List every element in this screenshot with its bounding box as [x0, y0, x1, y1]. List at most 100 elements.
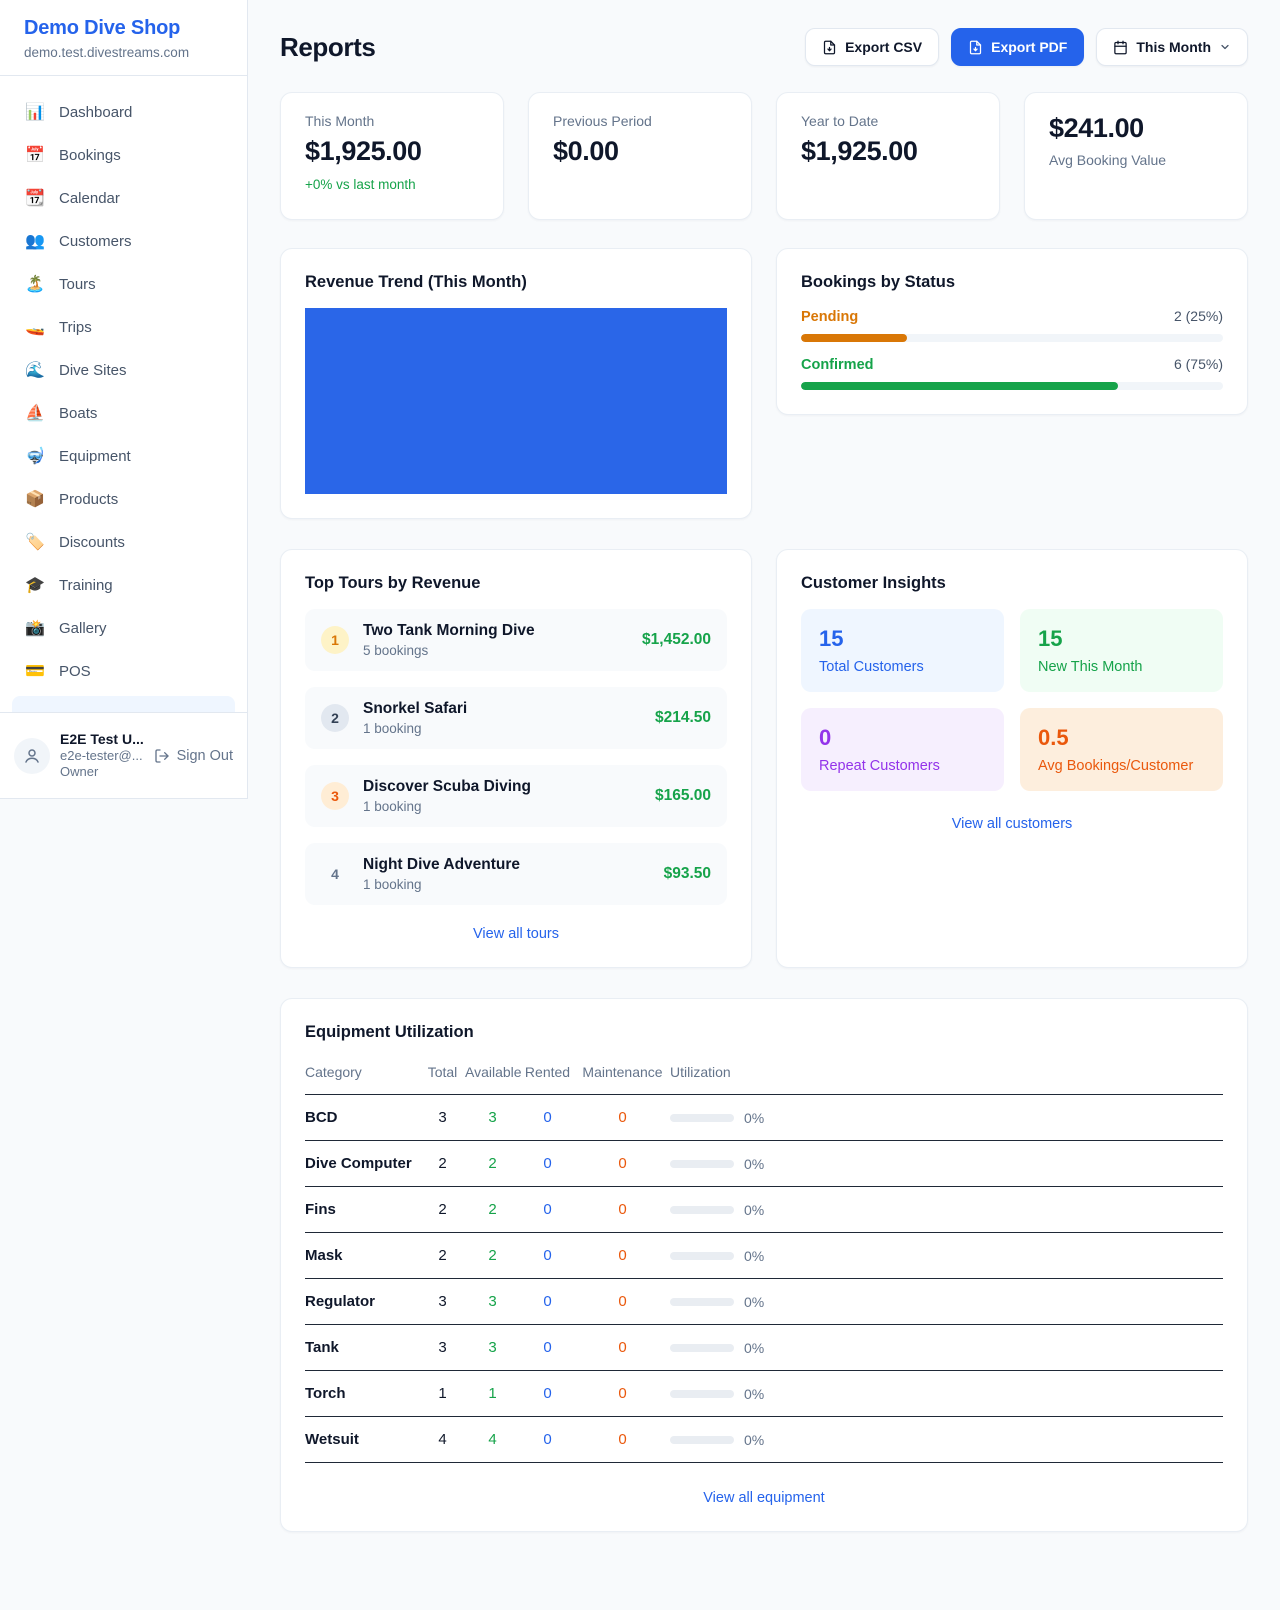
sidebar-item-tours[interactable]: 🏝️ Tours	[12, 266, 235, 302]
cell-total: 2	[438, 1155, 447, 1172]
training-icon: 🎓	[25, 577, 45, 594]
sidebar-item-dashboard[interactable]: 📊 Dashboard	[12, 94, 235, 130]
status-bar-fill-pending	[801, 334, 907, 342]
pos-icon: 💳	[25, 663, 45, 680]
tour-list-item[interactable]: 4 Night Dive Adventure 1 booking $93.50	[305, 843, 727, 905]
cell-utilization: 0%	[670, 1432, 1223, 1448]
cell-maintenance: 0	[618, 1247, 627, 1264]
utilization-percent: 0%	[744, 1155, 765, 1172]
user-email: e2e-tester@...	[60, 748, 143, 763]
utilization-bar-track	[670, 1251, 734, 1260]
tour-bookings: 1 booking	[363, 799, 422, 814]
cell-rented: 0	[543, 1201, 552, 1218]
sidebar-item-trips[interactable]: 🚤 Trips	[12, 309, 235, 345]
shop-name[interactable]: Demo Dive Shop	[24, 17, 181, 39]
page-title: Reports	[280, 31, 376, 62]
bookings-by-status-card: Bookings by Status Pending 2 (25%) Confi…	[776, 248, 1248, 415]
tour-name: Snorkel Safari	[363, 700, 468, 717]
tile-label: New This Month	[1038, 659, 1143, 675]
stat-card-avg-booking-value: $241.00 Avg Booking Value	[1024, 92, 1248, 220]
cell-utilization: 0%	[670, 1294, 1223, 1310]
status-bar-track	[801, 334, 1223, 342]
tile-avg-bookings: 0.5 Avg Bookings/Customer	[1020, 708, 1223, 791]
export-csv-button[interactable]: Export CSV	[805, 28, 940, 66]
discounts-icon: 🏷️	[25, 534, 45, 551]
main-content: Reports Export CSV Export PDF This Month…	[248, 0, 1280, 1572]
equipment-table-header: Category Total Available Rented Maintena…	[305, 1052, 1223, 1095]
sidebar-item-equipment[interactable]: 🤿 Equipment	[12, 438, 235, 474]
page-header: Reports Export CSV Export PDF This Month	[280, 28, 1248, 66]
col-utilization: Utilization	[670, 1064, 731, 1080]
cell-rented: 0	[543, 1247, 552, 1264]
stat-card-this-month: This Month $1,925.00 +0% vs last month	[280, 92, 504, 220]
cell-maintenance: 0	[618, 1431, 627, 1448]
utilization-bar-track	[670, 1389, 734, 1398]
sidebar-item-customers[interactable]: 👥 Customers	[12, 223, 235, 259]
view-all-equipment-link[interactable]: View all equipment	[703, 1490, 825, 1506]
brand[interactable]: Demo Dive Shop demo.test.divestreams.com	[0, 0, 247, 76]
sidebar-item-discounts[interactable]: 🏷️ Discounts	[12, 524, 235, 560]
tour-list-item[interactable]: 3 Discover Scuba Diving 1 booking $165.0…	[305, 765, 727, 827]
col-available: Available	[465, 1064, 522, 1080]
cell-total: 3	[438, 1339, 447, 1356]
sidebar-item-calendar[interactable]: 📆 Calendar	[12, 180, 235, 216]
stat-cards: This Month $1,925.00 +0% vs last month P…	[280, 92, 1248, 220]
customers-icon: 👥	[25, 233, 45, 250]
sidebar-item-reports-active[interactable]	[12, 696, 235, 712]
utilization-percent: 0%	[744, 1109, 765, 1126]
utilization-percent: 0%	[744, 1431, 765, 1448]
cell-rented: 0	[543, 1109, 552, 1126]
stat-label: This Month	[305, 113, 375, 129]
cell-maintenance: 0	[618, 1293, 627, 1310]
sidebar-item-label: Equipment	[59, 447, 131, 465]
cell-maintenance: 0	[618, 1155, 627, 1172]
sidebar-item-gallery[interactable]: 📸 Gallery	[12, 610, 235, 646]
cell-available: 4	[488, 1431, 497, 1448]
tile-total-customers: 15 Total Customers	[801, 609, 1004, 692]
sidebar: Demo Dive Shop demo.test.divestreams.com…	[0, 0, 248, 799]
sidebar-item-training[interactable]: 🎓 Training	[12, 567, 235, 603]
sign-out-button[interactable]: Sign Out	[154, 748, 233, 764]
cell-category: Tank	[305, 1339, 339, 1356]
cell-maintenance: 0	[618, 1339, 627, 1356]
tile-value: 15	[1038, 626, 1063, 651]
person-icon	[25, 748, 39, 763]
cell-utilization: 0%	[670, 1110, 1223, 1126]
cell-category: BCD	[305, 1109, 338, 1126]
tour-bookings: 1 booking	[363, 721, 422, 736]
tour-bookings: 1 booking	[363, 877, 422, 892]
sidebar-item-boats[interactable]: ⛵ Boats	[12, 395, 235, 431]
sidebar-item-dive-sites[interactable]: 🌊 Dive Sites	[12, 352, 235, 388]
sidebar-item-products[interactable]: 📦 Products	[12, 481, 235, 517]
sidebar-item-label: Discounts	[59, 533, 125, 551]
view-all-tours-link[interactable]: View all tours	[473, 926, 559, 942]
tour-list-item[interactable]: 2 Snorkel Safari 1 booking $214.50	[305, 687, 727, 749]
stat-value: $241.00	[1049, 113, 1144, 143]
utilization-percent: 0%	[744, 1293, 765, 1310]
tile-label: Total Customers	[819, 659, 924, 675]
cell-available: 2	[488, 1201, 497, 1218]
col-maintenance: Maintenance	[582, 1064, 663, 1080]
tile-label: Avg Bookings/Customer	[1038, 758, 1194, 774]
cell-category: Regulator	[305, 1293, 376, 1310]
sidebar-item-label: Tours	[59, 275, 96, 293]
utilization-percent: 0%	[744, 1247, 765, 1264]
cell-category: Torch	[305, 1385, 346, 1402]
export-pdf-button[interactable]: Export PDF	[951, 28, 1085, 66]
cell-total: 3	[438, 1293, 447, 1310]
utilization-bar-track	[670, 1343, 734, 1352]
revenue-trend-chart	[305, 308, 727, 494]
sidebar-item-pos[interactable]: 💳 POS	[12, 653, 235, 689]
equipment-row-wetsuit: Wetsuit 4 4 0 0 0%	[305, 1417, 1223, 1463]
calendar-icon	[1114, 40, 1128, 54]
tour-list-item[interactable]: 1 Two Tank Morning Dive 5 bookings $1,45…	[305, 609, 727, 671]
cell-total: 2	[438, 1247, 447, 1264]
stat-card-year-to-date: Year to Date $1,925.00	[776, 92, 1000, 220]
view-all-customers-link[interactable]: View all customers	[951, 816, 1073, 832]
charts-row: Revenue Trend (This Month) Bookings by S…	[280, 248, 1248, 519]
stat-value: $1,925.00	[801, 136, 918, 166]
sidebar-item-bookings[interactable]: 📅 Bookings	[12, 137, 235, 173]
period-dropdown[interactable]: This Month	[1096, 28, 1248, 66]
sidebar-item-label: Customers	[59, 232, 132, 250]
tile-new-this-month: 15 New This Month	[1020, 609, 1223, 692]
